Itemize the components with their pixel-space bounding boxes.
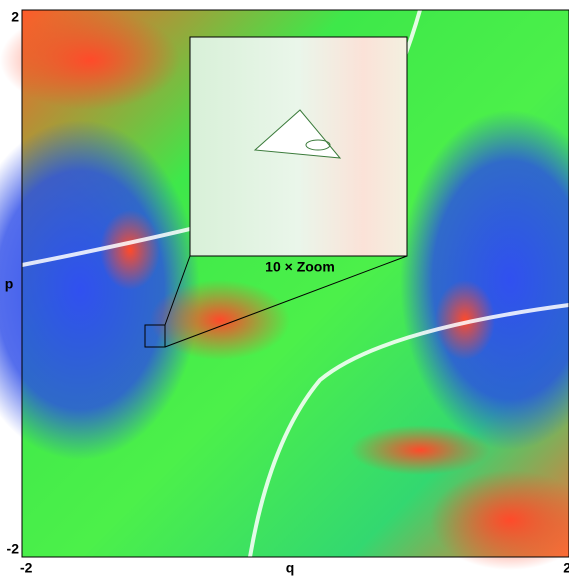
y-tick-label: -2 — [7, 541, 20, 557]
x-axis-label: q — [286, 560, 295, 576]
x-tick-label: -2 — [20, 560, 33, 576]
chart: 10 × Zoom q p -2 2 -2 2 — [0, 0, 569, 577]
zoom-label: 10 × Zoom — [265, 259, 335, 275]
y-axis-label: p — [5, 276, 14, 292]
x-tick-label: 2 — [563, 560, 569, 576]
inset — [190, 37, 407, 256]
y-tick-label: 2 — [11, 9, 19, 25]
